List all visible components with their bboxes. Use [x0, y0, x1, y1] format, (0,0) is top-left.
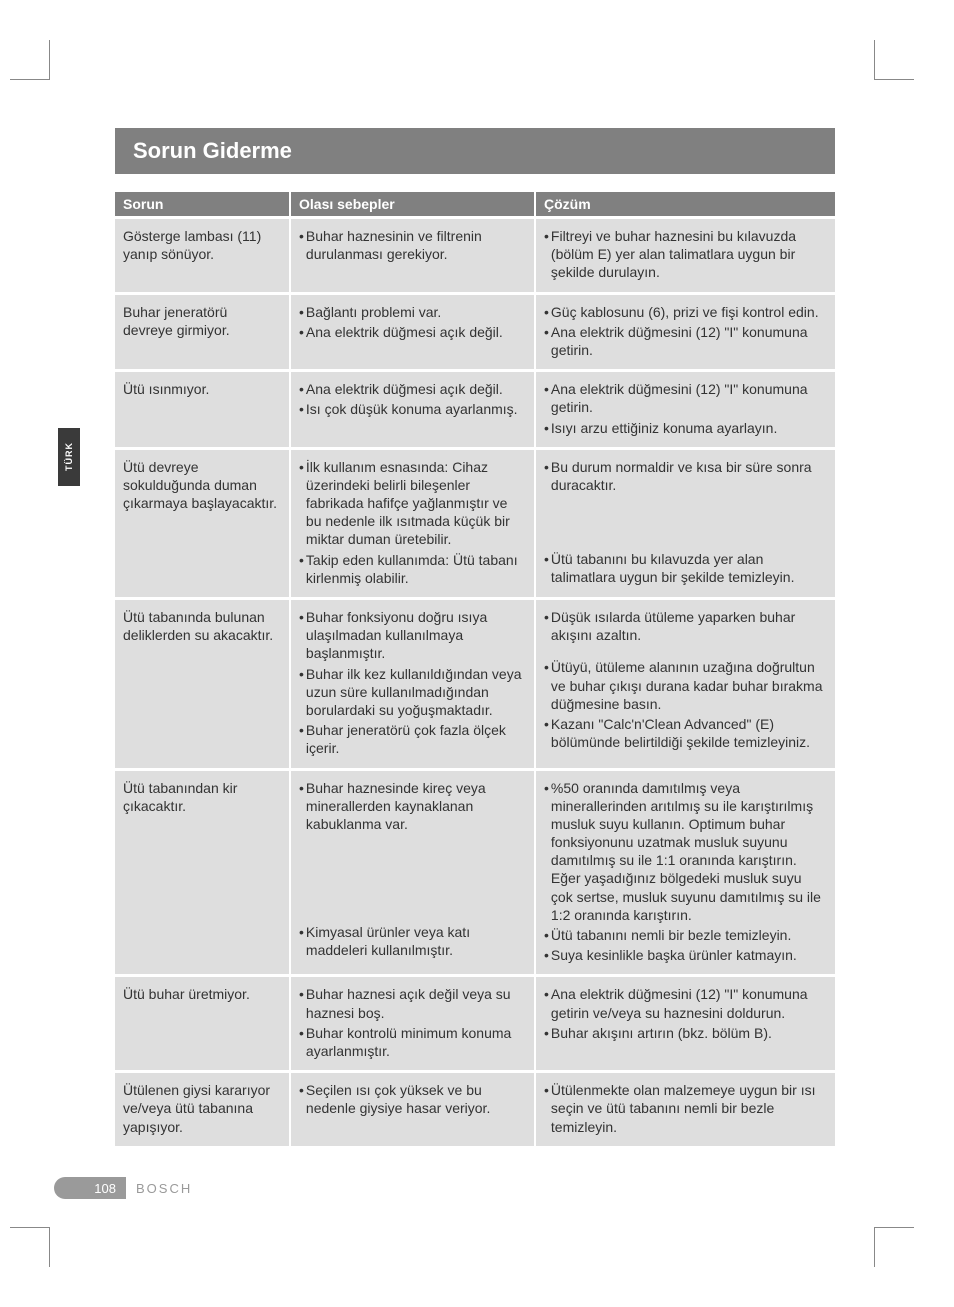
- cell-solution: •Düşük ısılarda ütüleme yaparken buhar a…: [535, 599, 835, 770]
- crop-mark: [874, 40, 914, 80]
- solution-text: Bu durum normaldir ve kısa bir süre sonr…: [551, 458, 825, 494]
- cell-cause: •Bağlantı problemi var.•Ana elektrik düğ…: [290, 293, 535, 371]
- cell-solution: •Ütülenmekte olan malzemeye uygun bir ıs…: [535, 1072, 835, 1146]
- table-row: Buhar jeneratörü devreye girmiyor.•Bağla…: [115, 293, 835, 371]
- cause-text: İlk kullanım esnasında: Cihaz üzerindeki…: [306, 458, 524, 549]
- col-problem: Sorun: [115, 192, 290, 218]
- cause-text: Buhar fonksiyonu doğru ısıya ulaşılmadan…: [306, 608, 524, 663]
- cell-solution: •Filtreyi ve buhar haznesini bu kılavuzd…: [535, 218, 835, 294]
- cell-cause: •Seçilen ısı çok yüksek ve bu nedenle gi…: [290, 1072, 535, 1146]
- cause-text: Buhar haznesinin ve filtrenin durulanmas…: [306, 227, 524, 263]
- cell-problem: Ütü tabanından kir çıkacaktır.: [115, 769, 290, 976]
- cell-cause: •Buhar fonksiyonu doğru ısıya ulaşılmada…: [290, 599, 535, 770]
- crop-mark: [10, 40, 50, 80]
- cause-text: Buhar ilk kez kullanıldığından veya uzun…: [306, 665, 524, 720]
- solution-text: Suya kesinlikle başka ürünler katmayın.: [551, 946, 825, 964]
- solution-text: Buhar akışını artırın (bkz. bölüm B).: [551, 1024, 825, 1042]
- solution-text: Ütüyü, ütüleme alanının uzağına doğrultu…: [551, 658, 825, 713]
- solution-text: Ütü tabanını bu kılavuzda yer alan talim…: [551, 550, 825, 586]
- cell-cause: •Buhar haznesinin ve filtrenin durulanma…: [290, 218, 535, 294]
- troubleshooting-table: Sorun Olası sebepler Çözüm Gösterge lamb…: [115, 192, 835, 1146]
- cause-text: Takip eden kullanımda: Ütü tabanı kirlen…: [306, 551, 524, 587]
- solution-text: Isıyı arzu ettiğiniz konuma ayarlayın.: [551, 419, 825, 437]
- cell-cause: •Buhar haznesinde kireç veya minerallerd…: [290, 769, 535, 976]
- cause-text: Buhar jeneratörü çok fazla ölçek içerir.: [306, 721, 524, 757]
- cell-problem: Buhar jeneratörü devreye girmiyor.: [115, 293, 290, 371]
- page-number: 108: [54, 1177, 126, 1199]
- solution-text: Kazanı "Calc'n'Clean Advanced" (E) bölüm…: [551, 715, 825, 751]
- cause-text: Buhar haznesi açık değil veya su haznesi…: [306, 985, 524, 1021]
- cell-solution: •Bu durum normaldir ve kısa bir süre son…: [535, 448, 835, 598]
- crop-mark: [874, 1227, 914, 1267]
- brand-name: BOSCH: [136, 1177, 192, 1199]
- table-row: Ütü tabanından kir çıkacaktır.•Buhar haz…: [115, 769, 835, 976]
- cell-problem: Ütü buhar üretmiyor.: [115, 976, 290, 1072]
- cause-text: Bağlantı problemi var.: [306, 303, 524, 321]
- table-row: Ütü tabanında bulunan deliklerden su aka…: [115, 599, 835, 770]
- table-row: Gösterge lambası (11) yanıp sönüyor.•Buh…: [115, 218, 835, 294]
- cause-text: Isı çok düşük konuma ayarlanmış.: [306, 400, 524, 418]
- cause-text: Kimyasal ürünler veya katı maddeleri kul…: [306, 923, 524, 959]
- solution-text: Güç kablosunu (6), prizi ve fişi kontrol…: [551, 303, 825, 321]
- cell-cause: •Ana elektrik düğmesi açık değil.•Isı ço…: [290, 371, 535, 449]
- col-solution: Çözüm: [535, 192, 835, 218]
- col-cause: Olası sebepler: [290, 192, 535, 218]
- cell-problem: Ütülenen giysi kararıyor ve/veya ütü tab…: [115, 1072, 290, 1146]
- cause-text: Ana elektrik düğmesi açık değil.: [306, 323, 524, 341]
- cell-problem: Ütü devreye sokulduğunda duman çıkarmaya…: [115, 448, 290, 598]
- cause-text: Buhar kontrolü minimum konuma ayarlanmış…: [306, 1024, 524, 1060]
- cause-text: Seçilen ısı çok yüksek ve bu nedenle giy…: [306, 1081, 524, 1117]
- cell-solution: •Güç kablosunu (6), prizi ve fişi kontro…: [535, 293, 835, 371]
- solution-text: %50 oranında damıtılmış veya mineralleri…: [551, 779, 825, 925]
- page-content: Sorun Giderme Sorun Olası sebepler Çözüm…: [115, 128, 835, 1146]
- cell-solution: •%50 oranında damıtılmış veya mineraller…: [535, 769, 835, 976]
- crop-mark: [10, 1227, 50, 1267]
- section-title: Sorun Giderme: [115, 128, 835, 174]
- solution-text: Filtreyi ve buhar haznesini bu kılavuzda…: [551, 227, 825, 282]
- cell-cause: •İlk kullanım esnasında: Cihaz üzerindek…: [290, 448, 535, 598]
- cell-solution: •Ana elektrik düğmesini (12) "I" konumun…: [535, 976, 835, 1072]
- cell-problem: Gösterge lambası (11) yanıp sönüyor.: [115, 218, 290, 294]
- cause-text: Buhar haznesinde kireç veya minerallerde…: [306, 779, 524, 834]
- solution-text: Ütü tabanını nemli bir bezle temizleyin.: [551, 926, 825, 944]
- cell-problem: Ütü tabanında bulunan deliklerden su aka…: [115, 599, 290, 770]
- table-row: Ütü devreye sokulduğunda duman çıkarmaya…: [115, 448, 835, 598]
- cause-text: Ana elektrik düğmesi açık değil.: [306, 380, 524, 398]
- cell-problem: Ütü ısınmıyor.: [115, 371, 290, 449]
- table-row: Ütülenen giysi kararıyor ve/veya ütü tab…: [115, 1072, 835, 1146]
- page-footer: 108 BOSCH: [54, 1177, 834, 1199]
- language-tab: TÜRK: [58, 428, 80, 486]
- solution-text: Ana elektrik düğmesini (12) "I" konumuna…: [551, 985, 825, 1021]
- solution-text: Ütülenmekte olan malzemeye uygun bir ısı…: [551, 1081, 825, 1136]
- cell-solution: •Ana elektrik düğmesini (12) "I" konumun…: [535, 371, 835, 449]
- table-row: Ütü ısınmıyor.•Ana elektrik düğmesi açık…: [115, 371, 835, 449]
- table-header-row: Sorun Olası sebepler Çözüm: [115, 192, 835, 218]
- solution-text: Düşük ısılarda ütüleme yaparken buhar ak…: [551, 608, 825, 644]
- solution-text: Ana elektrik düğmesini (12) "I" konumuna…: [551, 323, 825, 359]
- table-row: Ütü buhar üretmiyor.•Buhar haznesi açık …: [115, 976, 835, 1072]
- cell-cause: •Buhar haznesi açık değil veya su haznes…: [290, 976, 535, 1072]
- solution-text: Ana elektrik düğmesini (12) "I" konumuna…: [551, 380, 825, 416]
